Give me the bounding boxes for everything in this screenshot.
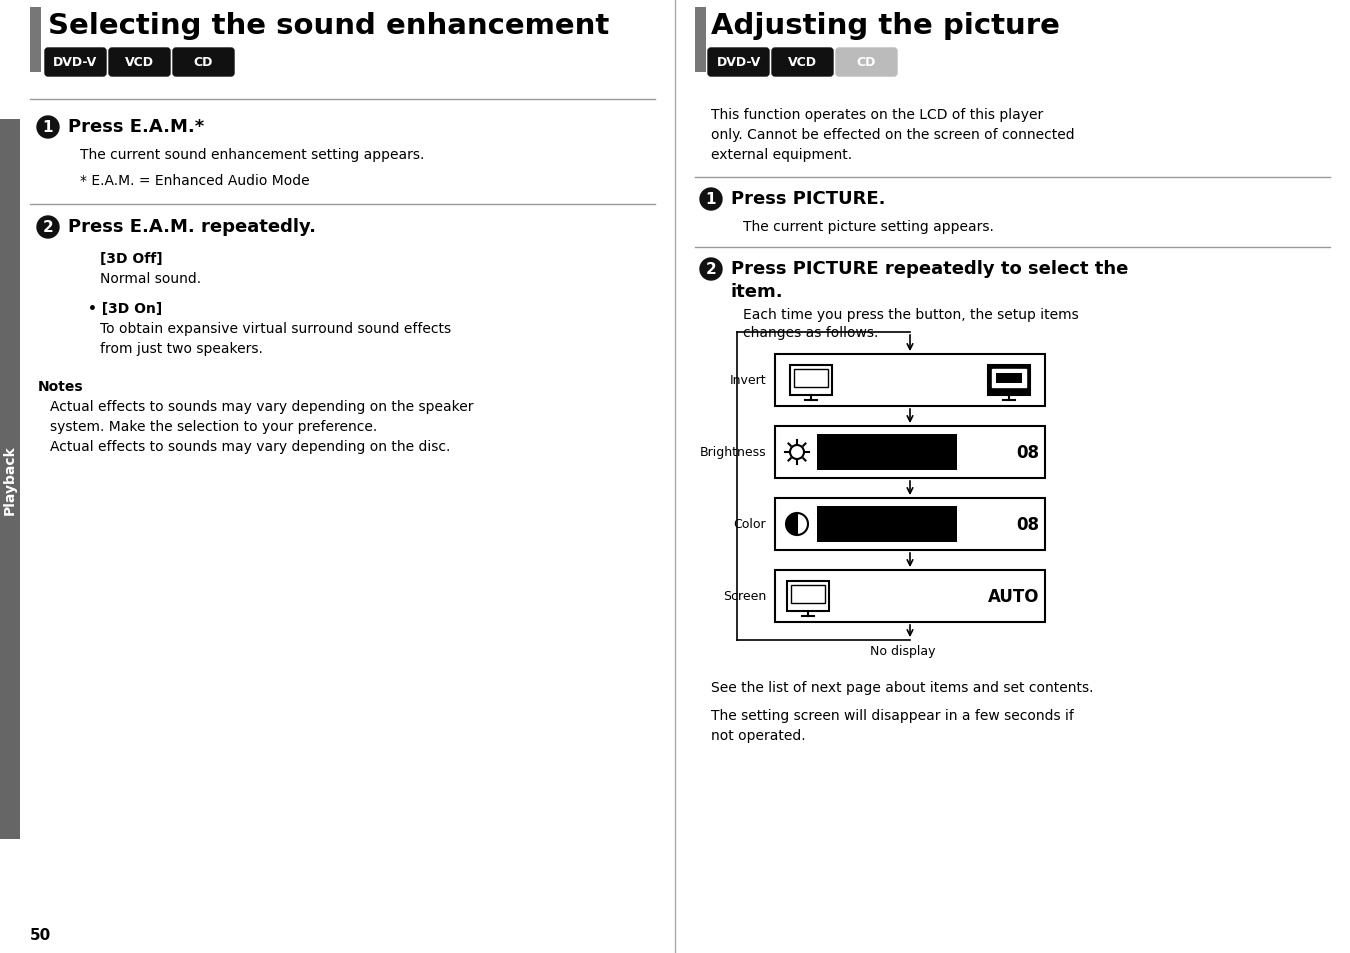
Text: Screen: Screen [722,590,765,603]
Text: [3D Off]: [3D Off] [100,252,162,266]
Text: Press E.A.M.*: Press E.A.M.* [68,118,204,136]
Text: Press PICTURE.: Press PICTURE. [730,190,886,208]
Text: 2: 2 [706,262,717,277]
Bar [988,366,1030,395]
Text: changes as follows.: changes as follows. [743,326,879,339]
Text: The current sound enhancement setting appears.: The current sound enhancement setting ap… [80,148,424,162]
FancyBboxPatch shape [707,49,769,77]
Bar [695,8,706,73]
Bar [794,370,828,388]
Text: Normal sound.: Normal sound. [100,272,201,286]
Text: VCD: VCD [126,56,154,70]
FancyBboxPatch shape [173,49,234,77]
Text: AUTO: AUTO [987,587,1040,605]
Text: Selecting the sound enhancement: Selecting the sound enhancement [49,12,609,40]
Text: only. Cannot be effected on the screen of connected: only. Cannot be effected on the screen o… [711,128,1075,142]
Bar [817,506,957,542]
Text: Actual effects to sounds may vary depending on the speaker: Actual effects to sounds may vary depend… [50,399,474,414]
Bar [790,366,832,395]
Text: Color: Color [733,518,765,531]
Text: 1: 1 [706,193,717,208]
Wedge shape [796,514,809,536]
Text: item.: item. [730,283,783,301]
Text: Press PICTURE repeatedly to select the: Press PICTURE repeatedly to select the [730,260,1129,277]
Text: * E.A.M. = Enhanced Audio Mode: * E.A.M. = Enhanced Audio Mode [80,173,309,188]
Text: 50: 50 [30,927,51,942]
Text: This function operates on the LCD of this player: This function operates on the LCD of thi… [711,108,1044,122]
Text: Press E.A.M. repeatedly.: Press E.A.M. repeatedly. [68,218,316,235]
Bar [775,571,1045,622]
Bar [0,120,20,840]
Text: DVD-V: DVD-V [54,56,97,70]
Text: Invert: Invert [729,375,765,387]
Text: Actual effects to sounds may vary depending on the disc.: Actual effects to sounds may vary depend… [50,439,451,454]
Bar [30,8,40,73]
Text: 08: 08 [1017,516,1040,534]
Text: Playback: Playback [3,445,18,515]
Text: See the list of next page about items and set contents.: See the list of next page about items an… [711,680,1094,695]
Text: To obtain expansive virtual surround sound effects: To obtain expansive virtual surround sou… [100,322,451,335]
Text: CD: CD [194,56,213,70]
Text: No display: No display [869,644,936,658]
Text: Adjusting the picture: Adjusting the picture [711,12,1060,40]
Text: Notes: Notes [38,379,84,394]
Circle shape [36,117,59,139]
Bar [775,355,1045,407]
Text: from just two speakers.: from just two speakers. [100,341,263,355]
Bar [996,374,1022,384]
Text: Each time you press the button, the setup items: Each time you press the button, the setu… [743,308,1079,322]
Circle shape [790,446,805,459]
Bar [817,435,957,471]
FancyBboxPatch shape [836,49,896,77]
Wedge shape [786,514,796,536]
Circle shape [36,216,59,239]
Text: 2: 2 [43,220,54,235]
Text: • [3D On]: • [3D On] [88,302,162,315]
Text: external equipment.: external equipment. [711,148,852,162]
Text: system. Make the selection to your preference.: system. Make the selection to your prefe… [50,419,377,434]
Text: The current picture setting appears.: The current picture setting appears. [743,220,994,233]
FancyBboxPatch shape [772,49,833,77]
Bar [787,581,829,612]
Bar [775,427,1045,478]
Text: 1: 1 [43,120,53,135]
Text: VCD: VCD [788,56,817,70]
Bar [992,370,1026,388]
FancyBboxPatch shape [109,49,170,77]
Text: CD: CD [857,56,876,70]
Text: The setting screen will disappear in a few seconds if: The setting screen will disappear in a f… [711,708,1073,722]
Text: Brightness: Brightness [699,446,765,459]
Text: not operated.: not operated. [711,728,806,742]
Text: 08: 08 [1017,443,1040,461]
Circle shape [701,189,722,211]
FancyBboxPatch shape [45,49,107,77]
Bar [791,585,825,603]
Text: DVD-V: DVD-V [717,56,760,70]
Bar [775,498,1045,551]
Circle shape [701,258,722,281]
